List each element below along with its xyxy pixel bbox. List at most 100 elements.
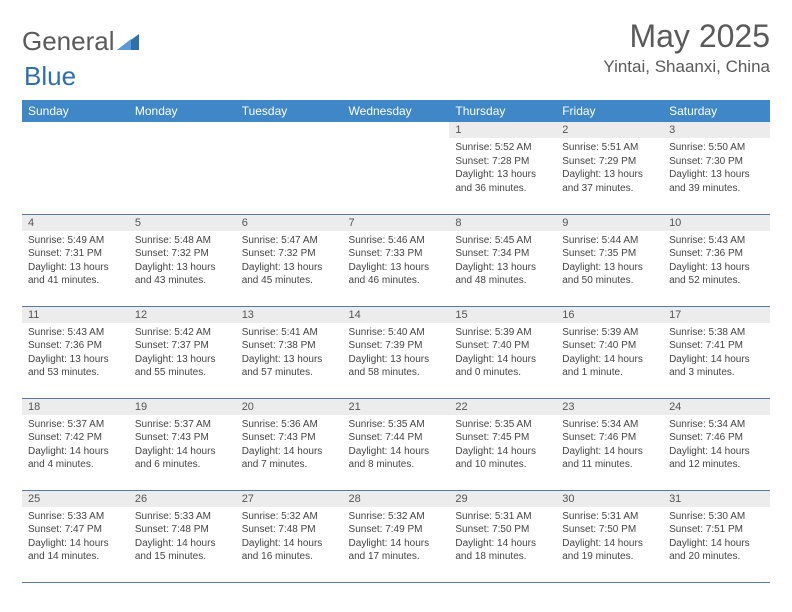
calendar-cell: 14Sunrise: 5:40 AMSunset: 7:39 PMDayligh… bbox=[343, 306, 450, 398]
day-number: 30 bbox=[556, 491, 663, 507]
day-number: 26 bbox=[129, 491, 236, 507]
day-number: 4 bbox=[22, 215, 129, 231]
weekday-header: Tuesday bbox=[236, 100, 343, 122]
day-number: 25 bbox=[22, 491, 129, 507]
day-details: Sunrise: 5:30 AMSunset: 7:51 PMDaylight:… bbox=[663, 507, 770, 568]
calendar-cell: 20Sunrise: 5:36 AMSunset: 7:43 PMDayligh… bbox=[236, 398, 343, 490]
calendar-cell: .. bbox=[236, 122, 343, 214]
day-number: 17 bbox=[663, 307, 770, 323]
day-details: Sunrise: 5:51 AMSunset: 7:29 PMDaylight:… bbox=[556, 138, 663, 199]
weekday-header-row: SundayMondayTuesdayWednesdayThursdayFrid… bbox=[22, 100, 770, 122]
calendar-cell: 21Sunrise: 5:35 AMSunset: 7:44 PMDayligh… bbox=[343, 398, 450, 490]
calendar-cell: 12Sunrise: 5:42 AMSunset: 7:37 PMDayligh… bbox=[129, 306, 236, 398]
day-number: 18 bbox=[22, 399, 129, 415]
day-number: 6 bbox=[236, 215, 343, 231]
day-number: 14 bbox=[343, 307, 450, 323]
day-details: Sunrise: 5:38 AMSunset: 7:41 PMDaylight:… bbox=[663, 323, 770, 384]
calendar-row: 18Sunrise: 5:37 AMSunset: 7:42 PMDayligh… bbox=[22, 398, 770, 490]
day-number: 13 bbox=[236, 307, 343, 323]
day-details: Sunrise: 5:35 AMSunset: 7:44 PMDaylight:… bbox=[343, 415, 450, 476]
calendar-cell: .. bbox=[343, 122, 450, 214]
day-number: 5 bbox=[129, 215, 236, 231]
day-number: 19 bbox=[129, 399, 236, 415]
day-details: Sunrise: 5:34 AMSunset: 7:46 PMDaylight:… bbox=[663, 415, 770, 476]
weekday-header: Sunday bbox=[22, 100, 129, 122]
day-details: Sunrise: 5:43 AMSunset: 7:36 PMDaylight:… bbox=[22, 323, 129, 384]
calendar-cell: 2Sunrise: 5:51 AMSunset: 7:29 PMDaylight… bbox=[556, 122, 663, 214]
calendar-cell: 29Sunrise: 5:31 AMSunset: 7:50 PMDayligh… bbox=[449, 490, 556, 582]
calendar-cell: 26Sunrise: 5:33 AMSunset: 7:48 PMDayligh… bbox=[129, 490, 236, 582]
day-details: Sunrise: 5:41 AMSunset: 7:38 PMDaylight:… bbox=[236, 323, 343, 384]
day-number: 8 bbox=[449, 215, 556, 231]
day-details: Sunrise: 5:33 AMSunset: 7:48 PMDaylight:… bbox=[129, 507, 236, 568]
calendar-cell: 31Sunrise: 5:30 AMSunset: 7:51 PMDayligh… bbox=[663, 490, 770, 582]
weekday-header: Thursday bbox=[449, 100, 556, 122]
month-title: May 2025 bbox=[603, 18, 770, 55]
calendar-cell: 27Sunrise: 5:32 AMSunset: 7:48 PMDayligh… bbox=[236, 490, 343, 582]
weekday-header: Monday bbox=[129, 100, 236, 122]
day-details: Sunrise: 5:48 AMSunset: 7:32 PMDaylight:… bbox=[129, 231, 236, 292]
calendar-cell: 13Sunrise: 5:41 AMSunset: 7:38 PMDayligh… bbox=[236, 306, 343, 398]
day-number: 27 bbox=[236, 491, 343, 507]
day-number: 22 bbox=[449, 399, 556, 415]
calendar-cell: .. bbox=[129, 122, 236, 214]
day-number: 20 bbox=[236, 399, 343, 415]
logo-triangle-icon bbox=[117, 26, 139, 57]
day-number: 21 bbox=[343, 399, 450, 415]
day-number: 3 bbox=[663, 122, 770, 138]
day-number: 23 bbox=[556, 399, 663, 415]
day-details: Sunrise: 5:52 AMSunset: 7:28 PMDaylight:… bbox=[449, 138, 556, 199]
calendar-cell: 22Sunrise: 5:35 AMSunset: 7:45 PMDayligh… bbox=[449, 398, 556, 490]
day-details: Sunrise: 5:36 AMSunset: 7:43 PMDaylight:… bbox=[236, 415, 343, 476]
day-number: 11 bbox=[22, 307, 129, 323]
day-number: 16 bbox=[556, 307, 663, 323]
day-details: Sunrise: 5:39 AMSunset: 7:40 PMDaylight:… bbox=[556, 323, 663, 384]
calendar-cell: 1Sunrise: 5:52 AMSunset: 7:28 PMDaylight… bbox=[449, 122, 556, 214]
location-text: Yintai, Shaanxi, China bbox=[603, 57, 770, 77]
calendar-cell: 16Sunrise: 5:39 AMSunset: 7:40 PMDayligh… bbox=[556, 306, 663, 398]
logo: General bbox=[22, 26, 139, 57]
day-details: Sunrise: 5:37 AMSunset: 7:42 PMDaylight:… bbox=[22, 415, 129, 476]
calendar-cell: 30Sunrise: 5:31 AMSunset: 7:50 PMDayligh… bbox=[556, 490, 663, 582]
calendar-row: 4Sunrise: 5:49 AMSunset: 7:31 PMDaylight… bbox=[22, 214, 770, 306]
calendar-cell: 24Sunrise: 5:34 AMSunset: 7:46 PMDayligh… bbox=[663, 398, 770, 490]
logo-text-a: General bbox=[22, 26, 115, 57]
calendar-cell: 8Sunrise: 5:45 AMSunset: 7:34 PMDaylight… bbox=[449, 214, 556, 306]
day-details: Sunrise: 5:31 AMSunset: 7:50 PMDaylight:… bbox=[556, 507, 663, 568]
calendar-cell: 18Sunrise: 5:37 AMSunset: 7:42 PMDayligh… bbox=[22, 398, 129, 490]
day-details: Sunrise: 5:44 AMSunset: 7:35 PMDaylight:… bbox=[556, 231, 663, 292]
day-number: 24 bbox=[663, 399, 770, 415]
day-details: Sunrise: 5:37 AMSunset: 7:43 PMDaylight:… bbox=[129, 415, 236, 476]
day-number: 29 bbox=[449, 491, 556, 507]
weekday-header: Saturday bbox=[663, 100, 770, 122]
day-details: Sunrise: 5:31 AMSunset: 7:50 PMDaylight:… bbox=[449, 507, 556, 568]
day-details: Sunrise: 5:32 AMSunset: 7:49 PMDaylight:… bbox=[343, 507, 450, 568]
calendar-row: 11Sunrise: 5:43 AMSunset: 7:36 PMDayligh… bbox=[22, 306, 770, 398]
day-details: Sunrise: 5:34 AMSunset: 7:46 PMDaylight:… bbox=[556, 415, 663, 476]
day-number: 31 bbox=[663, 491, 770, 507]
day-number: 1 bbox=[449, 122, 556, 138]
calendar-body: ........1Sunrise: 5:52 AMSunset: 7:28 PM… bbox=[22, 122, 770, 582]
day-number: 10 bbox=[663, 215, 770, 231]
day-number: 12 bbox=[129, 307, 236, 323]
day-details: Sunrise: 5:49 AMSunset: 7:31 PMDaylight:… bbox=[22, 231, 129, 292]
day-details: Sunrise: 5:46 AMSunset: 7:33 PMDaylight:… bbox=[343, 231, 450, 292]
calendar-cell: 3Sunrise: 5:50 AMSunset: 7:30 PMDaylight… bbox=[663, 122, 770, 214]
calendar-cell: 10Sunrise: 5:43 AMSunset: 7:36 PMDayligh… bbox=[663, 214, 770, 306]
day-details: Sunrise: 5:35 AMSunset: 7:45 PMDaylight:… bbox=[449, 415, 556, 476]
calendar-cell: 17Sunrise: 5:38 AMSunset: 7:41 PMDayligh… bbox=[663, 306, 770, 398]
calendar-cell: 11Sunrise: 5:43 AMSunset: 7:36 PMDayligh… bbox=[22, 306, 129, 398]
calendar-cell: 25Sunrise: 5:33 AMSunset: 7:47 PMDayligh… bbox=[22, 490, 129, 582]
day-number: 28 bbox=[343, 491, 450, 507]
calendar-cell: 23Sunrise: 5:34 AMSunset: 7:46 PMDayligh… bbox=[556, 398, 663, 490]
day-number: 15 bbox=[449, 307, 556, 323]
calendar-cell: 28Sunrise: 5:32 AMSunset: 7:49 PMDayligh… bbox=[343, 490, 450, 582]
day-details: Sunrise: 5:50 AMSunset: 7:30 PMDaylight:… bbox=[663, 138, 770, 199]
day-number: 9 bbox=[556, 215, 663, 231]
calendar-cell: 9Sunrise: 5:44 AMSunset: 7:35 PMDaylight… bbox=[556, 214, 663, 306]
calendar-row: ........1Sunrise: 5:52 AMSunset: 7:28 PM… bbox=[22, 122, 770, 214]
calendar-cell: 5Sunrise: 5:48 AMSunset: 7:32 PMDaylight… bbox=[129, 214, 236, 306]
calendar-cell: 6Sunrise: 5:47 AMSunset: 7:32 PMDaylight… bbox=[236, 214, 343, 306]
day-number: 7 bbox=[343, 215, 450, 231]
calendar-cell: .. bbox=[22, 122, 129, 214]
